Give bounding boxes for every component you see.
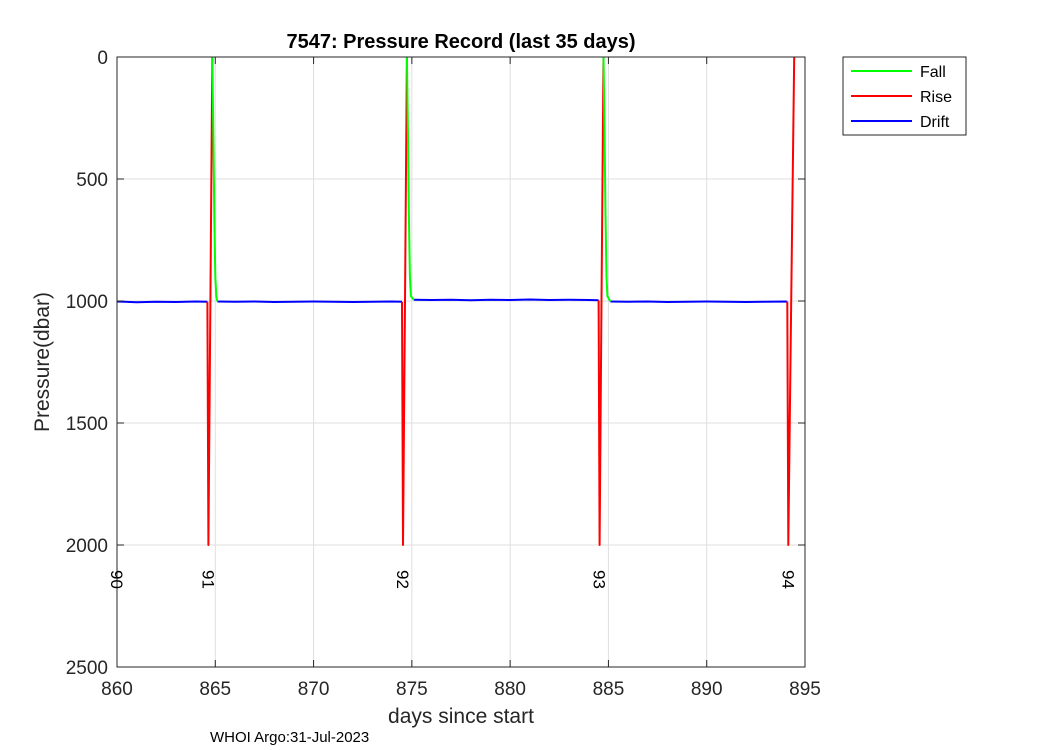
- x-tick-label: 860: [101, 679, 133, 700]
- series-line-drift: [217, 300, 403, 303]
- series-line-rise: [401, 56, 408, 546]
- x-tick-label: 885: [593, 679, 625, 700]
- series-group: [116, 56, 796, 546]
- series-line-fall: [211, 56, 219, 302]
- chart-title: 7547: Pressure Record (last 35 days): [286, 31, 635, 53]
- cycle-number-label: 90: [107, 570, 126, 589]
- legend-label-drift: Drift: [920, 114, 950, 131]
- y-tick-label: 2000: [66, 536, 108, 557]
- y-tick-label: 1500: [66, 414, 108, 435]
- footer-credit: WHOI Argo:31-Jul-2023: [210, 729, 369, 746]
- series-line-rise: [597, 56, 605, 546]
- series-line-rise: [786, 56, 796, 546]
- series-line-rise: [206, 56, 214, 546]
- x-tick-label: 870: [298, 679, 330, 700]
- cycle-number-label: 91: [198, 570, 217, 589]
- series-line-drift: [413, 298, 599, 302]
- x-tick-label: 895: [789, 679, 821, 700]
- y-tick-label: 1000: [66, 292, 108, 313]
- y-axis-ticks: 0 500 1000 1500 2000 2500: [66, 48, 805, 679]
- y-tick-label: 500: [76, 170, 108, 191]
- x-tick-label: 890: [691, 679, 723, 700]
- x-tick-label: 880: [494, 679, 526, 700]
- x-axis-ticks: 860 865 870 875 880 885 890 895: [101, 57, 821, 700]
- x-axis-label: days since start: [388, 705, 534, 728]
- series-line-fall: [602, 56, 612, 302]
- x-tick-label: 875: [396, 679, 428, 700]
- cycle-number-label: 93: [590, 570, 609, 589]
- series-line-drift: [116, 300, 208, 304]
- series-line-fall: [405, 56, 415, 301]
- y-tick-label: 0: [97, 48, 108, 69]
- cycle-labels: 90 91 92 93 94: [107, 570, 797, 589]
- legend-label-rise: Rise: [920, 89, 952, 106]
- legend: Fall Rise Drift: [842, 56, 967, 136]
- plot-frame: [116, 56, 806, 668]
- y-axis-label: Pressure(dbar): [31, 292, 54, 432]
- series-line-drift: [610, 300, 788, 303]
- y-tick-label: 2500: [66, 658, 108, 679]
- legend-label-fall: Fall: [920, 64, 946, 81]
- x-tick-label: 865: [199, 679, 231, 700]
- cycle-number-label: 92: [393, 570, 412, 589]
- cycle-number-label: 94: [778, 570, 797, 589]
